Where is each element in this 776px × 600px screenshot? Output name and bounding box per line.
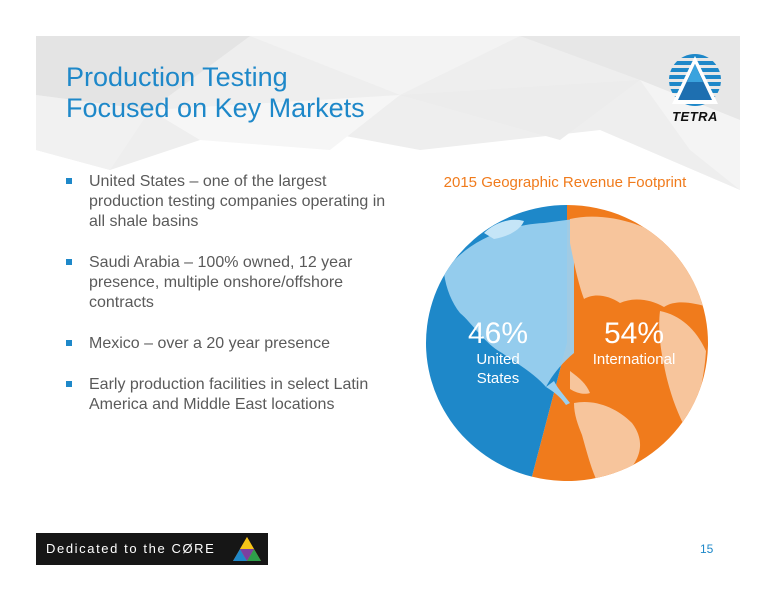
bullet-item: United States – one of the largest produ… xyxy=(62,172,392,232)
logo-text: TETRA xyxy=(672,109,718,124)
globe-land-overlay xyxy=(444,216,708,480)
slide-title: Production Testing Focused on Key Market… xyxy=(66,62,365,124)
title-line-1: Production Testing xyxy=(66,62,288,92)
bullet-text: Saudi Arabia – 100% owned, 12 year prese… xyxy=(89,254,353,311)
footer-banner: Dedicated to the CØRE xyxy=(36,533,268,565)
bullet-square-icon xyxy=(66,340,72,346)
core-triangle-icon xyxy=(233,537,261,561)
revenue-pie-chart xyxy=(425,205,708,481)
us-label-line-2: States xyxy=(476,370,520,387)
banner-text: Dedicated to the CØRE xyxy=(46,541,216,556)
intl-percent: 54% xyxy=(603,317,665,350)
bullet-square-icon xyxy=(66,381,72,387)
tetra-logo: TETRA xyxy=(662,52,728,124)
intl-slice-label: 54% International xyxy=(584,318,684,369)
bullet-text: Mexico – over a 20 year presence xyxy=(89,335,331,352)
bullet-square-icon xyxy=(66,178,72,184)
bullet-item: Early production facilities in select La… xyxy=(62,375,392,415)
tetra-logo-icon xyxy=(669,54,721,106)
us-label-line-1: United xyxy=(476,351,520,368)
page-number: 15 xyxy=(700,542,714,556)
bullet-item: Mexico – over a 20 year presence xyxy=(62,334,392,354)
bullet-list: United States – one of the largest produ… xyxy=(62,172,392,436)
bullet-text: United States – one of the largest produ… xyxy=(89,173,386,230)
bullet-square-icon xyxy=(66,259,72,265)
bullet-item: Saudi Arabia – 100% owned, 12 year prese… xyxy=(62,253,392,313)
us-slice-label: 46% United States xyxy=(458,318,538,388)
title-line-2: Focused on Key Markets xyxy=(66,93,365,123)
chart-title: 2015 Geographic Revenue Footprint xyxy=(443,174,687,191)
bullet-text: Early production facilities in select La… xyxy=(89,376,369,413)
us-percent: 46% xyxy=(467,317,529,350)
intl-label-line-1: International xyxy=(592,351,676,368)
